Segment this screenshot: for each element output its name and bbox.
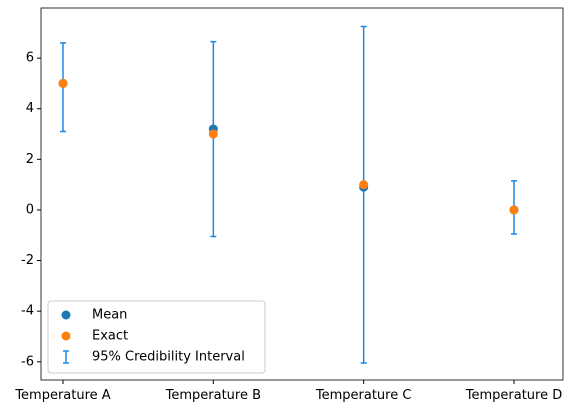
- y-tick-label: -4: [21, 304, 34, 319]
- x-tick-label: Temperature A: [14, 388, 110, 403]
- legend-marker: [61, 310, 71, 320]
- y-tick-label: -2: [21, 253, 34, 268]
- point: [58, 78, 68, 88]
- legend-frame: [47, 300, 266, 374]
- error-bar: [210, 40, 217, 238]
- error-bar: [360, 25, 367, 364]
- plot-frame: [40, 7, 564, 381]
- y-tick-label: 0: [26, 202, 34, 217]
- legend-label: Mean: [92, 308, 127, 323]
- x-tick-label: Temperature D: [465, 388, 563, 403]
- y-tick-label: -6: [21, 354, 34, 369]
- y-tick-label: 4: [26, 101, 34, 116]
- legend-label: Exact: [92, 329, 128, 344]
- point: [208, 129, 218, 139]
- legend-label: 95% Credibility Interval: [92, 350, 245, 365]
- y-tick-label: 6: [26, 51, 34, 66]
- x-tick-label: Temperature C: [315, 388, 412, 403]
- point: [509, 205, 519, 215]
- y-tick-label: 2: [26, 152, 34, 167]
- x-tick-label: Temperature B: [165, 388, 261, 403]
- legend-marker: [61, 331, 71, 341]
- point: [359, 180, 369, 190]
